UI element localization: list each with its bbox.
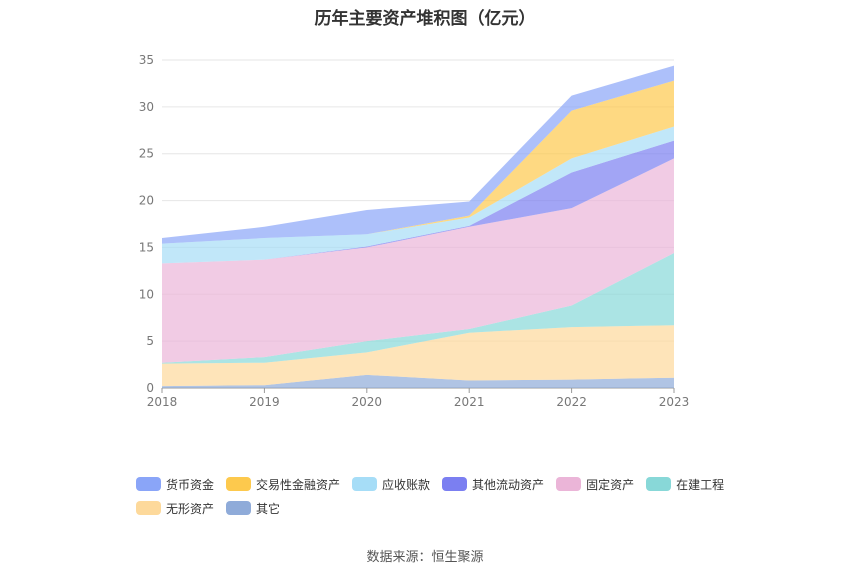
legend-item[interactable]: 其它	[226, 500, 280, 517]
x-tick-label: 2018	[147, 395, 178, 409]
legend-swatch	[226, 477, 252, 491]
chart-title: 历年主要资产堆积图（亿元）	[314, 9, 536, 29]
area-series-4	[162, 140, 674, 264]
legend-swatch	[136, 501, 161, 515]
x-tick-label: 2023	[659, 395, 690, 409]
legend-label: 在建工程	[676, 477, 725, 492]
legend-swatch	[556, 477, 582, 491]
y-tick-label: 5	[146, 334, 154, 348]
legend-item[interactable]: 应收账款	[352, 476, 430, 493]
area-series-6	[162, 80, 674, 244]
x-tick-label: 2020	[352, 395, 383, 409]
x-tick-label: 2021	[454, 395, 485, 409]
area-series-5	[162, 126, 674, 264]
x-tick-label: 2022	[556, 395, 587, 409]
legend-item[interactable]: 无形资产	[136, 500, 214, 517]
y-tick-label: 25	[139, 147, 154, 161]
y-tick-label: 35	[139, 53, 154, 67]
y-tick-label: 20	[139, 194, 154, 208]
legend-item[interactable]: 固定资产	[556, 476, 634, 493]
legend-swatch	[646, 477, 672, 491]
legend-label: 货币资金	[166, 477, 215, 492]
y-tick-label: 15	[139, 240, 154, 254]
stacked-area-chart: 0 5 10 15 20 25 30 35 2018 2019 2020 2021 2022 2023	[139, 53, 690, 409]
legend-row: 无形资产 其它	[136, 496, 756, 520]
legend-label: 固定资产	[586, 477, 635, 492]
legend-label: 无形资产	[166, 501, 215, 516]
area-series-2	[162, 253, 674, 364]
legend-swatch	[352, 477, 378, 491]
legend-swatch	[226, 501, 252, 515]
area-series-3	[162, 158, 674, 363]
area-series-1	[162, 325, 674, 387]
legend-swatch	[442, 477, 468, 491]
y-tick-label: 10	[139, 287, 154, 301]
area-series-7	[162, 65, 674, 244]
legend-row: 货币资金 交易性金融资产 应收账款 其他流动资产 固定资产 在建工程	[136, 472, 756, 496]
legend-item[interactable]: 交易性金融资产	[226, 476, 340, 493]
legend-label: 其它	[256, 501, 281, 516]
y-tick-label: 30	[139, 100, 154, 114]
legend-item[interactable]: 在建工程	[646, 476, 724, 493]
x-tick-label: 2019	[249, 395, 280, 409]
legend-item[interactable]: 货币资金	[136, 476, 214, 493]
legend-label: 应收账款	[382, 477, 431, 492]
y-tick-label: 0	[146, 381, 154, 395]
legend-label: 其他流动资产	[472, 477, 545, 492]
legend-item[interactable]: 其他流动资产	[442, 476, 544, 493]
chart-legend: 货币资金 交易性金融资产 应收账款 其他流动资产 固定资产 在建工程无形资产 其它	[136, 472, 756, 520]
data-source-note: 数据来源：恒生聚源	[366, 550, 484, 565]
legend-swatch	[136, 477, 161, 491]
legend-label: 交易性金融资产	[256, 477, 341, 492]
area-series-0	[162, 374, 674, 388]
